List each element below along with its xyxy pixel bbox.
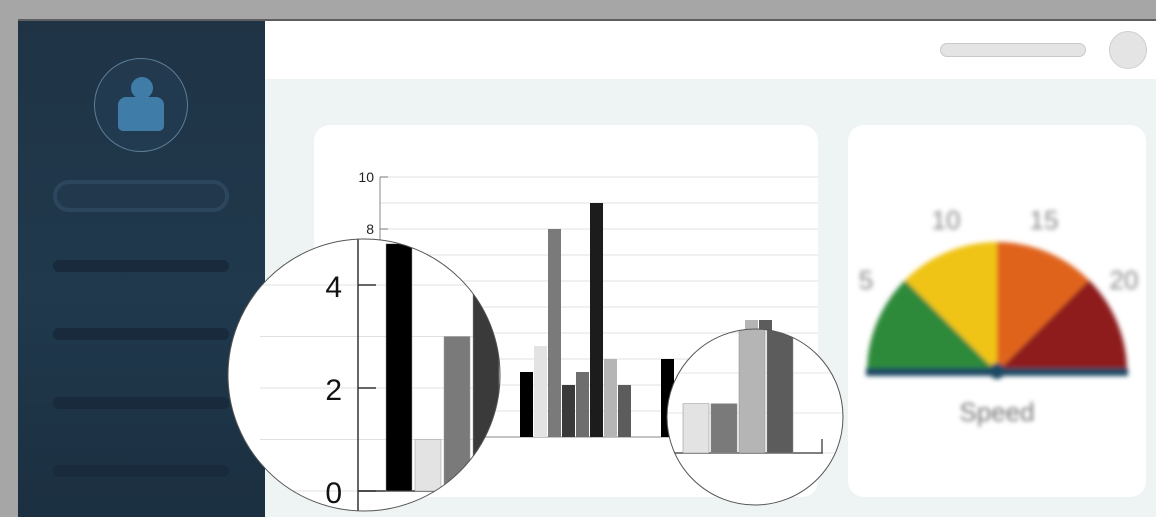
bar-chart-card: 8 10 bbox=[314, 125, 818, 497]
top-bar bbox=[265, 21, 1156, 79]
bar bbox=[689, 392, 702, 437]
sidebar bbox=[18, 21, 265, 517]
bar bbox=[703, 346, 716, 437]
avatar[interactable] bbox=[94, 58, 188, 152]
bar bbox=[548, 229, 561, 437]
bar bbox=[562, 385, 575, 437]
bar bbox=[576, 372, 589, 437]
sidebar-item-3[interactable] bbox=[53, 397, 229, 409]
bar bbox=[604, 359, 617, 437]
bar bbox=[590, 203, 603, 437]
gauge-segment bbox=[867, 280, 997, 372]
sidebar-item-2[interactable] bbox=[53, 328, 229, 340]
bar bbox=[661, 359, 674, 437]
gauge-tick-labels: 5 10 15 20 bbox=[859, 205, 1139, 295]
bar bbox=[382, 312, 395, 437]
bar bbox=[410, 359, 423, 437]
bar bbox=[759, 320, 772, 437]
chart-bars bbox=[382, 203, 772, 437]
gauge-tick-label: 5 bbox=[859, 265, 873, 295]
gauge-label: Speed bbox=[959, 397, 1035, 427]
app-window: 8 10 5 10 15 20 Speed bbox=[18, 19, 1156, 517]
bar bbox=[520, 372, 533, 437]
bar bbox=[534, 346, 547, 437]
y-tick-label: 10 bbox=[358, 169, 374, 185]
sidebar-item-1[interactable] bbox=[53, 260, 229, 272]
speed-gauge: 5 10 15 20 bbox=[859, 205, 1139, 379]
gauge-segments bbox=[867, 242, 1127, 372]
bar bbox=[731, 359, 744, 437]
speed-gauge-card: 5 10 15 20 Speed bbox=[848, 125, 1146, 497]
bar bbox=[618, 385, 631, 437]
gauge-segment bbox=[905, 242, 997, 372]
y-tick-label: 8 bbox=[366, 221, 374, 237]
gauge-needle-hub bbox=[989, 363, 1005, 379]
user-circle-icon[interactable] bbox=[1109, 31, 1147, 69]
bar-chart: 8 10 bbox=[358, 169, 818, 438]
user-body-icon bbox=[118, 97, 164, 131]
bar bbox=[675, 392, 688, 437]
window-top-border bbox=[18, 19, 1156, 21]
search-bar[interactable] bbox=[940, 43, 1086, 57]
sidebar-search-pill[interactable] bbox=[53, 180, 229, 212]
chart-y-ticks: 8 10 bbox=[358, 169, 388, 237]
bar bbox=[745, 320, 758, 437]
bar bbox=[424, 333, 437, 437]
sidebar-item-4[interactable] bbox=[53, 465, 229, 477]
gauge-tick-label: 20 bbox=[1110, 265, 1139, 295]
gauge-tick-label: 15 bbox=[1030, 205, 1059, 235]
gauge-tick-label: 10 bbox=[932, 205, 961, 235]
bar bbox=[396, 411, 409, 437]
gauge-segment bbox=[997, 280, 1127, 372]
gauge-segment bbox=[997, 242, 1089, 372]
user-icon bbox=[131, 77, 153, 99]
